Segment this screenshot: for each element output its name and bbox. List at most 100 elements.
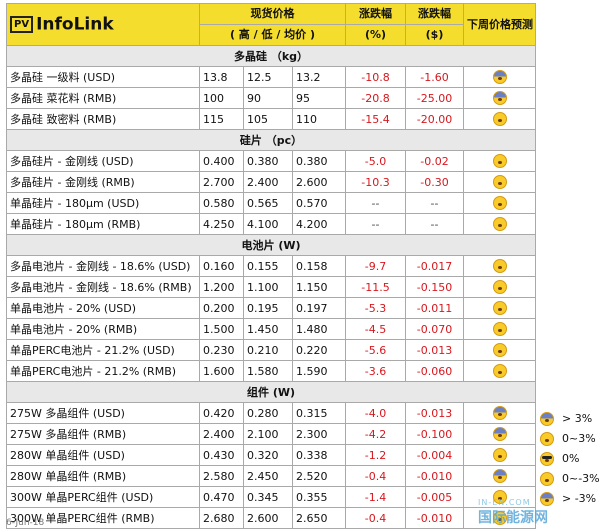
- price-high: 0.400: [199, 150, 244, 172]
- table-row: 单晶PERC电池片 - 21.2% (USD) 0.230 0.210 0.220 -5…: [6, 339, 536, 361]
- table-row: 多晶硅片 - 金刚线 (USD) 0.400 0.380 0.380 -5.0 -0.02: [6, 150, 536, 172]
- price-high: 1.600: [199, 360, 244, 382]
- worried-face-icon: [540, 432, 554, 446]
- product-name: 300W 单晶PERC组件 (USD): [6, 486, 200, 508]
- product-name: 多晶硅 致密料 (RMB): [6, 108, 200, 130]
- price-high: 2.400: [199, 423, 244, 445]
- product-name: 275W 多晶组件 (USD): [6, 402, 200, 424]
- product-name: 单晶PERC电池片 - 21.2% (USD): [6, 339, 200, 361]
- table-row: 多晶硅 致密料 (RMB) 115 105 110 -15.4 -20.00: [6, 108, 536, 130]
- change-pct: -10.8: [345, 66, 406, 88]
- change-pct: -20.8: [345, 87, 406, 109]
- legend-label: > -3%: [562, 492, 597, 505]
- scream-face-icon: [492, 91, 507, 105]
- price-avg: 2.650: [292, 507, 346, 529]
- legend-item: > -3%: [540, 492, 596, 506]
- scream-face-icon: [492, 469, 507, 483]
- price-avg: 1.480: [292, 318, 346, 340]
- header-row-2: ( 高 / 低 / 均价 ) (%) ($): [7, 24, 536, 46]
- surprised-face-icon: [492, 217, 507, 231]
- watermark-en: IN-EN.COM: [478, 498, 531, 507]
- price-high: 115: [199, 108, 244, 130]
- forecast-cell: [463, 423, 536, 445]
- scream-face-icon: [540, 412, 554, 426]
- change-abs: -0.013: [405, 402, 464, 424]
- price-avg: 13.2: [292, 66, 346, 88]
- forecast-cell: [463, 486, 536, 508]
- price-avg: 0.315: [292, 402, 346, 424]
- table-row: 多晶硅 一级料 (USD) 13.8 12.5 13.2 -10.8 -1.60: [6, 66, 536, 88]
- price-low: 1.580: [243, 360, 293, 382]
- table-row: 多晶电池片 - 金刚线 - 18.6% (RMB) 1.200 1.100 1.150…: [6, 276, 536, 298]
- forecast-cell: [463, 402, 536, 424]
- product-name: 275W 多晶组件 (RMB): [6, 423, 200, 445]
- forecast-cell: [463, 507, 536, 529]
- price-avg: 4.200: [292, 213, 346, 235]
- header-row: PV InfoLink 现货价格 涨跌幅 涨跌幅 下周价格预测: [6, 3, 536, 46]
- product-name: 多晶硅 一级料 (USD): [6, 66, 200, 88]
- surprised-face-icon: [492, 301, 507, 315]
- section-header: 电池片 (W): [6, 234, 536, 256]
- price-low: 0.320: [243, 444, 293, 466]
- forecast-cell: [463, 213, 536, 235]
- logo-box: PV: [10, 16, 34, 33]
- price-low: 4.100: [243, 213, 293, 235]
- table-row: 单晶电池片 - 20% (USD) 0.200 0.195 0.197 -5.3 -0.0…: [6, 297, 536, 319]
- change-pct: -5.6: [345, 339, 406, 361]
- price-high: 2.680: [199, 507, 244, 529]
- change-pct: -4.2: [345, 423, 406, 445]
- price-avg: 2.600: [292, 171, 346, 193]
- change-abs: -0.30: [405, 171, 464, 193]
- surprised-face-icon: [492, 259, 507, 273]
- change-abs: -20.00: [405, 108, 464, 130]
- table-row: 单晶电池片 - 20% (RMB) 1.500 1.450 1.480 -4.5 -0.0…: [6, 318, 536, 340]
- change-abs: --: [405, 192, 464, 214]
- product-name: 多晶硅片 - 金刚线 (USD): [6, 150, 200, 172]
- change-pct: -5.3: [345, 297, 406, 319]
- change-abs: -0.100: [405, 423, 464, 445]
- forecast-cell: [463, 339, 536, 361]
- legend-item: 0~3%: [540, 432, 596, 446]
- price-avg: 2.300: [292, 423, 346, 445]
- logo-text: InfoLink: [36, 14, 114, 35]
- table-row: 275W 多晶组件 (RMB) 2.400 2.100 2.300 -4.2 -0.100: [6, 423, 536, 445]
- product-name: 280W 单晶组件 (RMB): [6, 465, 200, 487]
- price-low: 0.210: [243, 339, 293, 361]
- forecast-cell: [463, 87, 536, 109]
- surprised-face-icon: [492, 280, 507, 294]
- price-low: 2.400: [243, 171, 293, 193]
- section-header: 硅片 （pc）: [6, 129, 536, 151]
- price-avg: 0.220: [292, 339, 346, 361]
- price-low: 90: [243, 87, 293, 109]
- price-low: 0.345: [243, 486, 293, 508]
- cool-face-icon: [540, 452, 554, 466]
- price-low: 0.380: [243, 150, 293, 172]
- price-low: 2.450: [243, 465, 293, 487]
- forecast-cell: [463, 108, 536, 130]
- product-name: 280W 单晶组件 (USD): [6, 444, 200, 466]
- price-table: PV InfoLink 现货价格 涨跌幅 涨跌幅 下周价格预测 ( 高 / 低 /…: [6, 3, 536, 529]
- price-avg: 0.197: [292, 297, 346, 319]
- forecast-cell: [463, 66, 536, 88]
- product-name: 多晶电池片 - 金刚线 - 18.6% (RMB): [6, 276, 200, 298]
- section-header: 多晶硅 （kg）: [6, 45, 536, 67]
- price-high: 0.580: [199, 192, 244, 214]
- forecast-cell: [463, 318, 536, 340]
- change-pct: -15.4: [345, 108, 406, 130]
- change-usd-subheader: ($): [405, 24, 464, 46]
- price-avg: 1.590: [292, 360, 346, 382]
- legend-label: 0~3%: [562, 432, 596, 445]
- table-row: 单晶硅片 - 180μm (RMB) 4.250 4.100 4.200 -- --: [6, 213, 536, 235]
- section-title: 组件 (W): [6, 381, 536, 403]
- price-high: 2.700: [199, 171, 244, 193]
- price-high: 0.200: [199, 297, 244, 319]
- forecast-cell: [463, 276, 536, 298]
- price-low: 2.100: [243, 423, 293, 445]
- change-pct: -4.5: [345, 318, 406, 340]
- price-low: 0.155: [243, 255, 293, 277]
- price-low: 0.195: [243, 297, 293, 319]
- surprised-face-icon: [492, 322, 507, 336]
- change-abs: -0.060: [405, 360, 464, 382]
- forecast-cell: [463, 150, 536, 172]
- product-name: 单晶硅片 - 180μm (RMB): [6, 213, 200, 235]
